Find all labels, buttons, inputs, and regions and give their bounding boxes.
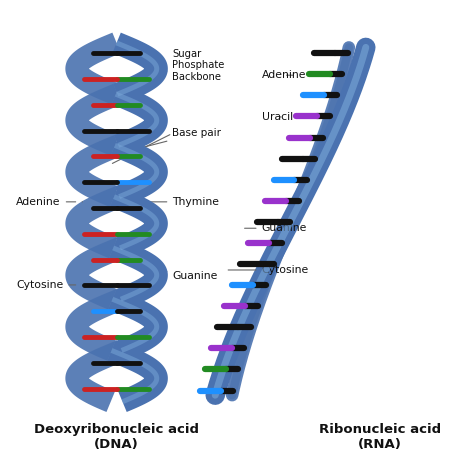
Text: Deoxyribonucleic acid
(DNA): Deoxyribonucleic acid (DNA) — [34, 423, 199, 451]
Text: Adenine: Adenine — [262, 70, 306, 80]
Text: Cytosine: Cytosine — [228, 265, 309, 275]
Text: Guanine: Guanine — [139, 267, 218, 281]
Text: Guanine: Guanine — [245, 223, 307, 233]
Text: Base pair: Base pair — [130, 129, 221, 151]
Text: Adenine: Adenine — [16, 197, 76, 207]
Text: Cytosine: Cytosine — [16, 280, 76, 290]
Text: Thymine: Thymine — [144, 197, 219, 207]
Text: Sugar
Phosphate
Backbone: Sugar Phosphate Backbone — [154, 49, 225, 82]
Text: Ribonucleic acid
(RNA): Ribonucleic acid (RNA) — [319, 423, 441, 451]
Text: Uracil: Uracil — [262, 112, 292, 122]
